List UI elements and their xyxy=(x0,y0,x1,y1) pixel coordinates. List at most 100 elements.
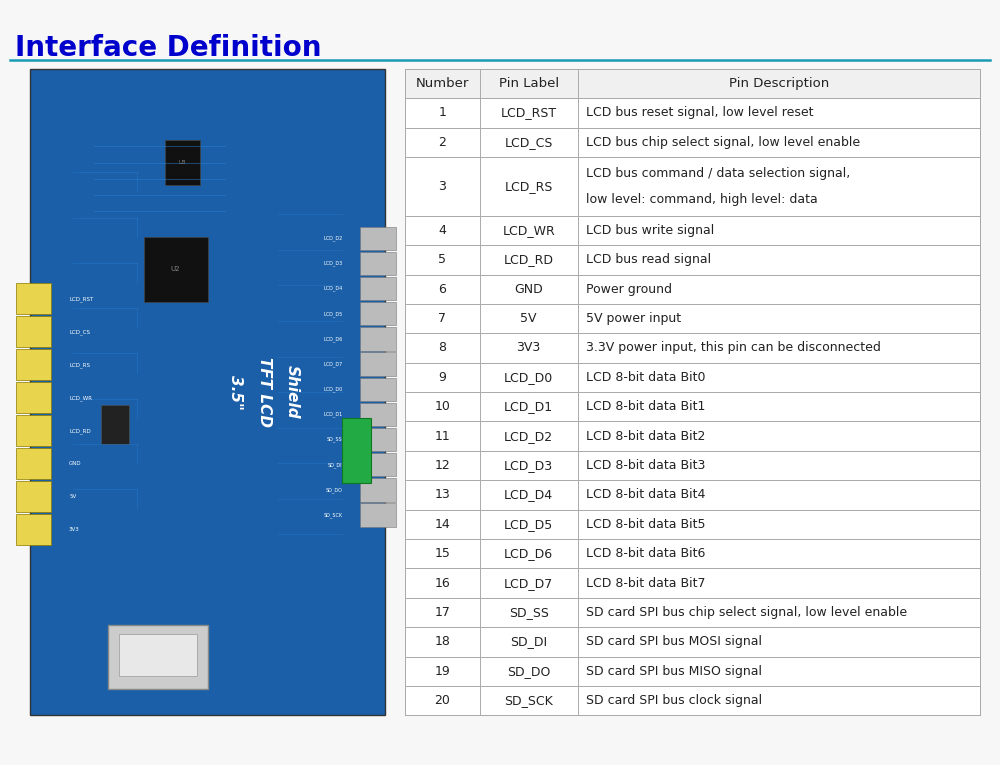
Text: 3.3V power input, this pin can be disconnected: 3.3V power input, this pin can be discon… xyxy=(586,341,880,354)
Text: 5V power input: 5V power input xyxy=(586,312,681,325)
Text: U3: U3 xyxy=(179,160,186,165)
Bar xyxy=(342,418,371,483)
Text: U2: U2 xyxy=(171,266,180,272)
Text: 13: 13 xyxy=(434,488,450,501)
Text: 17: 17 xyxy=(434,606,450,619)
Bar xyxy=(16,448,51,480)
Text: 11: 11 xyxy=(434,430,450,443)
Text: 5V: 5V xyxy=(69,494,76,500)
Bar xyxy=(16,514,51,545)
Text: LCD_D2: LCD_D2 xyxy=(504,430,553,443)
Text: LCD_D0: LCD_D0 xyxy=(504,371,553,384)
Text: LCD_CS: LCD_CS xyxy=(504,136,553,149)
Text: LCD_WR: LCD_WR xyxy=(502,224,555,237)
Bar xyxy=(405,275,980,304)
Text: SD card SPI bus clock signal: SD card SPI bus clock signal xyxy=(586,694,762,707)
Bar xyxy=(360,428,396,451)
Text: SD_SCK: SD_SCK xyxy=(323,513,342,518)
Bar xyxy=(405,597,980,627)
Text: LCD_D7: LCD_D7 xyxy=(504,577,553,590)
Text: LCD_D5: LCD_D5 xyxy=(504,518,553,531)
Text: LCD_D3: LCD_D3 xyxy=(504,459,553,472)
Text: LCD 8-bit data Bit2: LCD 8-bit data Bit2 xyxy=(586,430,705,443)
Bar xyxy=(405,539,980,568)
Text: 12: 12 xyxy=(434,459,450,472)
Text: 5V: 5V xyxy=(520,312,537,325)
Bar xyxy=(360,353,396,376)
Text: 14: 14 xyxy=(434,518,450,531)
Text: SD card SPI bus chip select signal, low level enable: SD card SPI bus chip select signal, low … xyxy=(586,606,907,619)
Text: LCD bus read signal: LCD bus read signal xyxy=(586,253,711,266)
Text: LCD_D1: LCD_D1 xyxy=(504,400,553,413)
Text: Pin Description: Pin Description xyxy=(729,77,829,90)
Bar xyxy=(16,284,51,314)
Text: Interface Definition: Interface Definition xyxy=(15,34,322,63)
Text: LCD_RS: LCD_RS xyxy=(504,180,553,193)
Text: LCD bus chip select signal, low level enable: LCD bus chip select signal, low level en… xyxy=(586,136,860,149)
Text: LCD bus command / data selection signal,: LCD bus command / data selection signal, xyxy=(586,167,850,180)
Text: SD_DI: SD_DI xyxy=(510,635,547,648)
Text: 3: 3 xyxy=(438,180,446,193)
Bar xyxy=(360,403,396,426)
Text: SD_DO: SD_DO xyxy=(326,487,342,493)
Text: 16: 16 xyxy=(434,577,450,590)
Text: 5: 5 xyxy=(438,253,446,266)
Bar xyxy=(360,327,396,350)
Text: 10: 10 xyxy=(434,400,450,413)
Text: 2: 2 xyxy=(438,136,446,149)
Text: LCD 8-bit data Bit7: LCD 8-bit data Bit7 xyxy=(586,577,705,590)
Text: LCD_D2: LCD_D2 xyxy=(323,236,342,241)
Bar xyxy=(16,481,51,513)
Text: LCD_CS: LCD_CS xyxy=(69,329,90,335)
Bar xyxy=(360,252,396,275)
Text: 3.5": 3.5" xyxy=(228,375,243,409)
Text: SD_DO: SD_DO xyxy=(507,665,550,678)
Bar xyxy=(405,627,980,656)
Bar xyxy=(360,277,396,300)
Text: SD_SS: SD_SS xyxy=(509,606,549,619)
Bar xyxy=(144,237,208,301)
Bar xyxy=(405,98,980,128)
Bar xyxy=(119,634,197,676)
Text: 20: 20 xyxy=(434,694,450,707)
Bar xyxy=(405,245,980,275)
Bar xyxy=(405,304,980,334)
Bar xyxy=(16,317,51,347)
Bar xyxy=(405,363,980,392)
Text: LCD 8-bit data Bit3: LCD 8-bit data Bit3 xyxy=(586,459,705,472)
Text: Number: Number xyxy=(416,77,469,90)
Text: LCD_D4: LCD_D4 xyxy=(323,285,342,291)
Bar xyxy=(405,686,980,715)
Text: SD_SS: SD_SS xyxy=(327,437,342,442)
Text: Power ground: Power ground xyxy=(586,283,672,296)
Bar xyxy=(16,415,51,446)
Bar xyxy=(360,478,396,502)
Text: LCD_RD: LCD_RD xyxy=(504,253,554,266)
Bar xyxy=(405,656,980,686)
Text: Shield: Shield xyxy=(285,365,300,419)
Text: LCD_D1: LCD_D1 xyxy=(323,412,342,417)
Text: LCD_RD: LCD_RD xyxy=(69,428,91,434)
Text: GND: GND xyxy=(514,283,543,296)
Text: SD card SPI bus MISO signal: SD card SPI bus MISO signal xyxy=(586,665,762,678)
Bar xyxy=(405,128,980,157)
Bar xyxy=(405,216,980,245)
Bar xyxy=(360,302,396,325)
Text: LCD_RST: LCD_RST xyxy=(69,296,93,302)
Bar xyxy=(360,378,396,401)
Bar xyxy=(360,226,396,250)
Bar xyxy=(360,453,396,477)
Text: LCD 8-bit data Bit5: LCD 8-bit data Bit5 xyxy=(586,518,705,531)
Bar xyxy=(108,625,208,689)
Bar xyxy=(101,405,129,444)
Text: LCD 8-bit data Bit0: LCD 8-bit data Bit0 xyxy=(586,371,705,384)
Bar xyxy=(405,69,980,98)
Bar xyxy=(405,334,980,363)
Text: LCD_D4: LCD_D4 xyxy=(504,488,553,501)
Text: LCD_D3: LCD_D3 xyxy=(323,261,342,266)
Text: LCD 8-bit data Bit4: LCD 8-bit data Bit4 xyxy=(586,488,705,501)
Text: LCD_D6: LCD_D6 xyxy=(504,547,553,560)
Text: low level: command, high level: data: low level: command, high level: data xyxy=(586,193,817,206)
Text: 15: 15 xyxy=(434,547,450,560)
Text: LCD_RST: LCD_RST xyxy=(501,106,557,119)
